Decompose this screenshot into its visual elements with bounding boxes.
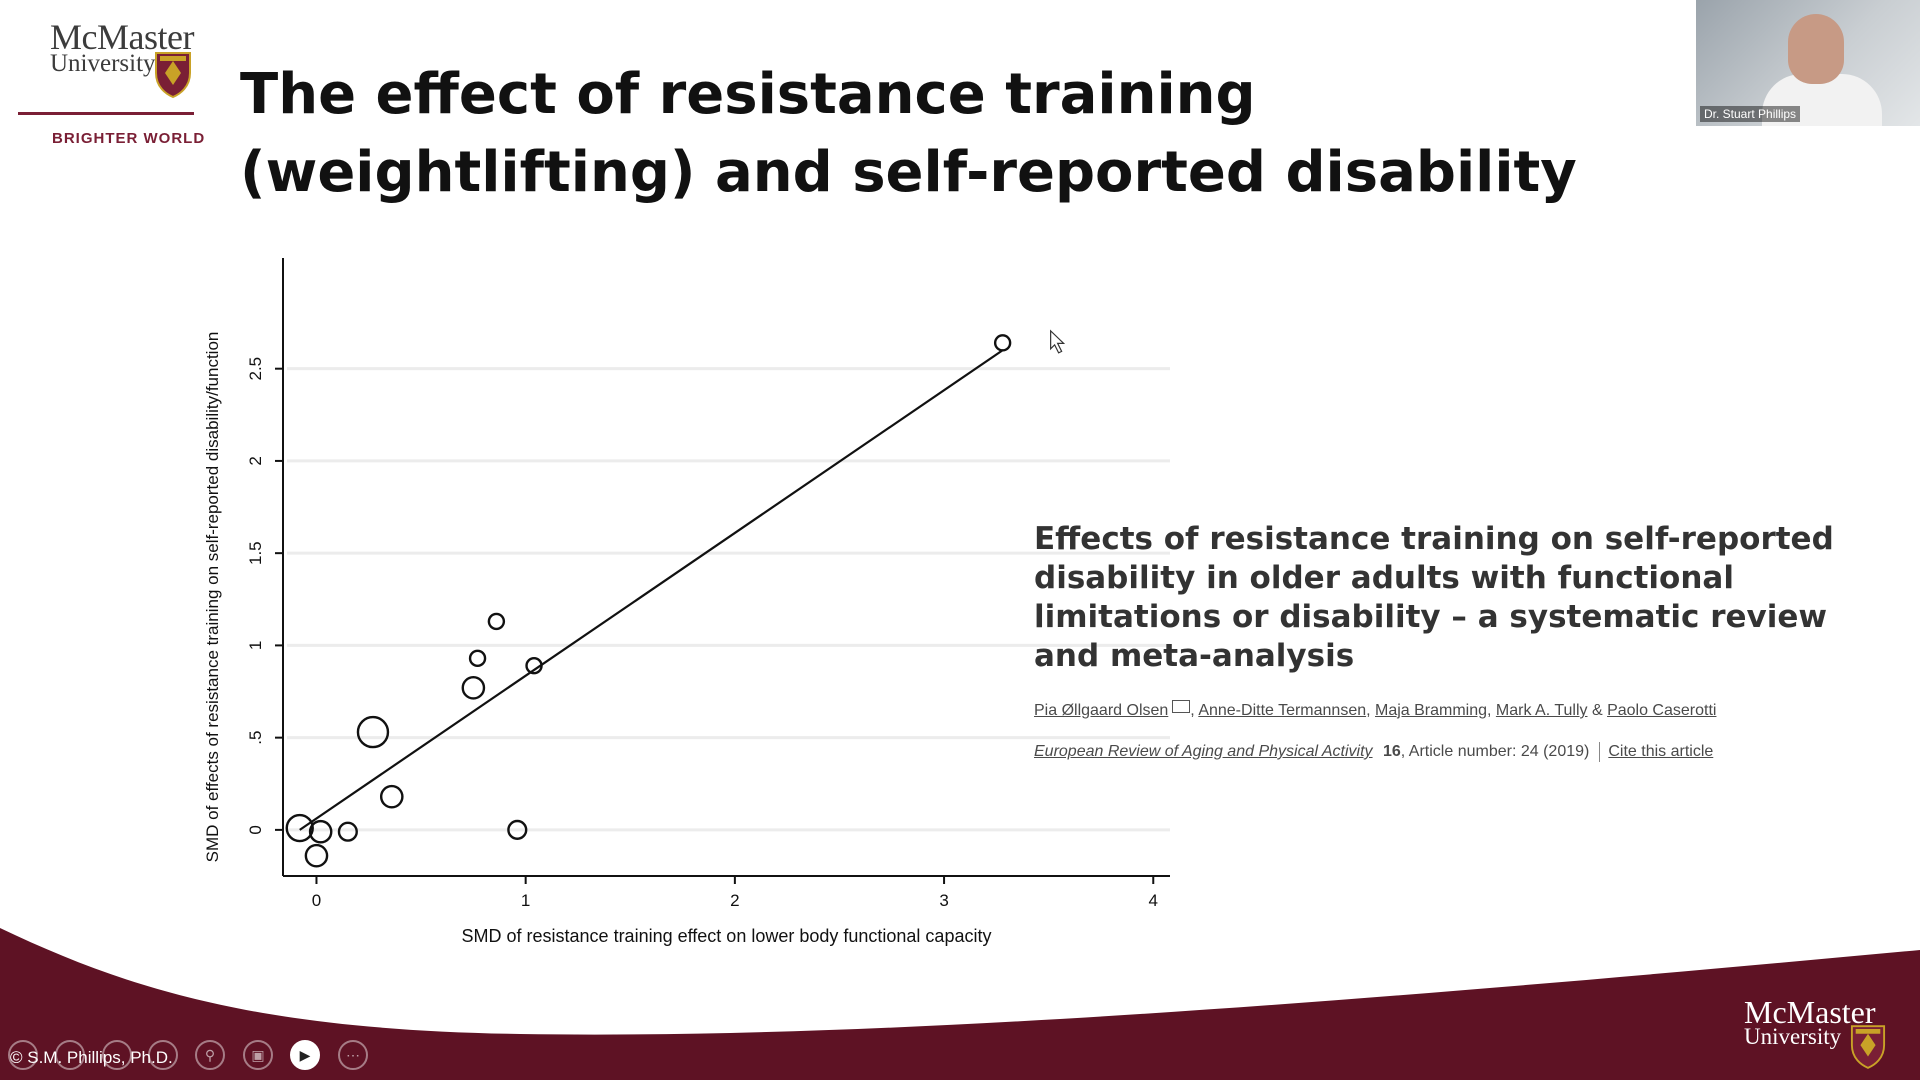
logo-word-mcmaster: McMaster: [50, 17, 194, 57]
x-tick-label: 3: [939, 891, 948, 910]
x-tick-label: 0: [312, 891, 321, 910]
crest-icon: [1850, 1025, 1886, 1069]
email-icon[interactable]: [1172, 700, 1191, 713]
author-separator: ,: [1487, 702, 1496, 719]
presenter-head: [1788, 14, 1844, 84]
webcam-name-label: Dr. Stuart Phillips: [1700, 106, 1801, 122]
data-point: [356, 715, 390, 749]
y-axis-label: SMD of effects of resistance training on…: [203, 332, 222, 863]
logo-divider: [18, 112, 194, 115]
x-tick-label: 4: [1149, 891, 1158, 910]
paper-title: Effects of resistance training on self-r…: [1034, 521, 1834, 674]
brighter-world-tagline: BRIGHTER WORLD: [52, 130, 206, 147]
x-tick-label: 2: [730, 891, 739, 910]
y-tick-label: .5: [246, 731, 265, 745]
more-options-icon[interactable]: ⋯: [338, 1040, 368, 1070]
previous-slide-button[interactable]: [8, 1040, 38, 1070]
article-number: , Article number: 24 (2019): [1400, 743, 1590, 761]
slide-title: The effect of resistance training (weigh…: [240, 62, 1577, 205]
data-point: [468, 649, 487, 668]
regression-line: [299, 349, 1004, 831]
x-tick-label: 1: [521, 891, 530, 910]
author-link[interactable]: Pia Øllgaard Olsen: [1034, 702, 1169, 719]
data-point: [525, 656, 543, 675]
next-slide-button[interactable]: [55, 1040, 85, 1070]
y-tick-label: 2.5: [246, 357, 265, 381]
author-link[interactable]: Paolo Caserotti: [1607, 702, 1717, 719]
logo-word-university: University: [1744, 1024, 1842, 1049]
data-point: [337, 821, 358, 842]
camera-toggle-button[interactable]: ▶: [290, 1040, 320, 1070]
author-separator: ,: [1366, 702, 1375, 719]
subtitles-button[interactable]: ▣: [243, 1040, 273, 1070]
divider: [1599, 742, 1601, 762]
journal-volume: 16: [1383, 743, 1401, 761]
data-point: [461, 676, 486, 700]
copyright-notice: © S.M. Phillips, Ph.D.: [10, 1048, 173, 1067]
mouse-cursor-icon: [1050, 329, 1066, 354]
y-tick-label: 1.5: [246, 541, 265, 565]
author-link[interactable]: Maja Bramming: [1375, 702, 1488, 719]
author-separator: ,: [1190, 702, 1199, 719]
data-point: [379, 784, 404, 809]
author-link[interactable]: Anne-Ditte Termannsen: [1198, 702, 1367, 719]
paper-journal-line: European Review of Aging and Physical Ac…: [1034, 742, 1894, 762]
data-point: [487, 612, 506, 631]
webcam-video[interactable]: Dr. Stuart Phillips: [1696, 0, 1920, 126]
author-and: &: [1587, 702, 1608, 719]
y-tick-label: 1: [246, 641, 265, 650]
journal-link[interactable]: European Review of Aging and Physical Ac…: [1034, 743, 1373, 761]
slides-view-button[interactable]: [148, 1040, 178, 1070]
logo-word-mcmaster: McMaster: [1744, 994, 1876, 1030]
crest-icon: [155, 52, 191, 99]
data-point: [304, 843, 329, 868]
logo-word-university: University: [50, 50, 156, 77]
paper-authors: Pia Øllgaard Olsen, Anne-Ditte Termannse…: [1034, 700, 1894, 720]
data-point: [285, 813, 314, 843]
data-point: [993, 334, 1012, 352]
pen-tool-button[interactable]: [102, 1040, 132, 1070]
author-link[interactable]: Mark A. Tully: [1495, 702, 1588, 719]
x-axis-label: SMD of resistance training effect on low…: [462, 926, 992, 946]
data-point: [308, 819, 333, 844]
y-tick-label: 0: [246, 825, 265, 834]
data-point: [507, 819, 528, 840]
cite-article-link[interactable]: Cite this article: [1608, 743, 1714, 761]
zoom-icon[interactable]: ⚲: [195, 1040, 225, 1070]
paper-citation: Effects of resistance training on self-r…: [1034, 520, 1894, 762]
y-tick-label: 2: [246, 456, 265, 465]
mcmaster-logo-bottom: McMaster University: [1740, 992, 1910, 1072]
